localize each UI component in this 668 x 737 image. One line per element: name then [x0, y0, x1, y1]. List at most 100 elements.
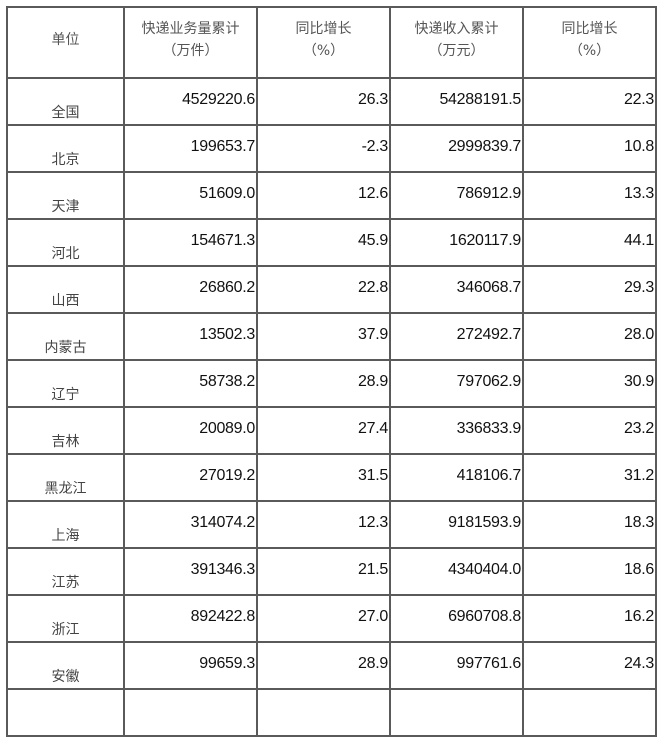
cell-value: 27.4 [358, 420, 388, 437]
volume-cell: 154671.3 [123, 218, 258, 267]
region-name: 山西 [51, 293, 80, 309]
volume-growth-cell: 27.0 [256, 594, 391, 643]
revenue-cell: 336833.9 [389, 406, 524, 455]
cell-value: 6960708.8 [448, 608, 521, 625]
volume-cell: 892422.8 [123, 594, 258, 643]
volume-cell: 391346.3 [123, 547, 258, 596]
empty-cell [256, 688, 391, 737]
header-unit-label: （万件） [162, 42, 219, 59]
table-row: 江苏 391346.3 21.5 4340404.0 18.6 [6, 547, 657, 596]
table-row: 吉林 20089.0 27.4 336833.9 23.2 [6, 406, 657, 455]
revenue-growth-cell: 44.1 [522, 218, 657, 267]
revenue-growth-cell: 30.9 [522, 359, 657, 408]
table-row: 辽宁 58738.2 28.9 797062.9 30.9 [6, 359, 657, 408]
volume-cell: 314074.2 [123, 500, 258, 549]
volume-cell: 4529220.6 [123, 77, 258, 126]
header-volume-growth: 同比增长 （%） [256, 6, 391, 79]
region-cell: 江苏 [6, 547, 125, 596]
revenue-growth-cell: 18.6 [522, 547, 657, 596]
cell-value: 1620117.9 [449, 232, 521, 249]
cell-value: 30.9 [624, 373, 654, 390]
revenue-cell: 1620117.9 [389, 218, 524, 267]
revenue-growth-cell: 13.3 [522, 171, 657, 220]
cell-value: 28.0 [624, 326, 654, 343]
cell-value: 21.5 [358, 561, 388, 578]
revenue-cell: 54288191.5 [389, 77, 524, 126]
header-label: 快递收入累计 [414, 20, 499, 37]
volume-growth-cell: 28.9 [256, 359, 391, 408]
cell-value: -2.3 [361, 138, 389, 155]
revenue-growth-cell: 18.3 [522, 500, 657, 549]
region-name: 北京 [51, 152, 80, 168]
revenue-cell: 346068.7 [389, 265, 524, 314]
cell-value: 28.9 [358, 655, 388, 672]
revenue-cell: 2999839.7 [389, 124, 524, 173]
revenue-cell: 9181593.9 [389, 500, 524, 549]
cell-value: 18.6 [624, 561, 654, 578]
cell-value: 346068.7 [456, 279, 522, 296]
cell-value: 37.9 [358, 326, 388, 343]
header-revenue: 快递收入累计 （万元） [389, 6, 524, 79]
volume-growth-cell: 45.9 [256, 218, 391, 267]
volume-growth-cell: 12.6 [256, 171, 391, 220]
volume-cell: 51609.0 [123, 171, 258, 220]
header-unit-label: （%） [302, 42, 345, 59]
region-cell: 浙江 [6, 594, 125, 643]
volume-growth-cell: 21.5 [256, 547, 391, 596]
volume-growth-cell: 26.3 [256, 77, 391, 126]
cell-value: 26.3 [358, 91, 388, 108]
cell-value: 27019.2 [199, 467, 255, 484]
region-name: 河北 [51, 246, 80, 262]
volume-cell: 58738.2 [123, 359, 258, 408]
table-row: 内蒙古 13502.3 37.9 272492.7 28.0 [6, 312, 657, 361]
header-label: 快递业务量累计 [141, 20, 240, 37]
region-name: 黑龙江 [44, 481, 87, 497]
header-label: 同比增长 [295, 20, 352, 37]
volume-growth-cell: 22.8 [256, 265, 391, 314]
cell-value: 314074.2 [190, 514, 256, 531]
empty-cell [389, 688, 524, 737]
region-name: 全国 [51, 105, 80, 121]
cell-value: 154671.3 [190, 232, 256, 249]
region-cell: 天津 [6, 171, 125, 220]
revenue-cell: 4340404.0 [389, 547, 524, 596]
table-row: 天津 51609.0 12.6 786912.9 13.3 [6, 171, 657, 220]
table-row: 浙江 892422.8 27.0 6960708.8 16.2 [6, 594, 657, 643]
revenue-cell: 6960708.8 [389, 594, 524, 643]
volume-growth-cell: 37.9 [256, 312, 391, 361]
revenue-cell: 997761.6 [389, 641, 524, 690]
region-cell: 安徽 [6, 641, 125, 690]
table-row-partial [6, 688, 657, 737]
revenue-growth-cell: 16.2 [522, 594, 657, 643]
volume-cell: 99659.3 [123, 641, 258, 690]
cell-value: 31.5 [358, 467, 388, 484]
cell-value: 4529220.6 [182, 91, 255, 108]
table-row: 黑龙江 27019.2 31.5 418106.7 31.2 [6, 453, 657, 502]
cell-value: 44.1 [624, 232, 654, 249]
volume-cell: 199653.7 [123, 124, 258, 173]
region-cell: 北京 [6, 124, 125, 173]
region-cell: 辽宁 [6, 359, 125, 408]
revenue-growth-cell: 28.0 [522, 312, 657, 361]
volume-growth-cell: -2.3 [256, 124, 391, 173]
header-unit: 单位 [6, 6, 125, 79]
region-name: 天津 [51, 199, 80, 215]
region-name: 上海 [51, 528, 80, 544]
table-row: 全国 4529220.6 26.3 54288191.5 22.3 [6, 77, 657, 126]
cell-value: 2999839.7 [448, 138, 521, 155]
volume-cell: 27019.2 [123, 453, 258, 502]
cell-value: 797062.9 [456, 373, 522, 390]
volume-cell: 20089.0 [123, 406, 258, 455]
table-row: 北京 199653.7 -2.3 2999839.7 10.8 [6, 124, 657, 173]
revenue-growth-cell: 22.3 [522, 77, 657, 126]
revenue-growth-cell: 23.2 [522, 406, 657, 455]
header-label: 单位 [51, 31, 80, 48]
table-row: 山西 26860.2 22.8 346068.7 29.3 [6, 265, 657, 314]
cell-value: 54288191.5 [439, 91, 521, 108]
cell-value: 336833.9 [456, 420, 522, 437]
header-label: 同比增长 [561, 20, 618, 37]
cell-value: 29.3 [624, 279, 654, 296]
region-cell: 河北 [6, 218, 125, 267]
cell-value: 16.2 [624, 608, 654, 625]
region-cell: 山西 [6, 265, 125, 314]
